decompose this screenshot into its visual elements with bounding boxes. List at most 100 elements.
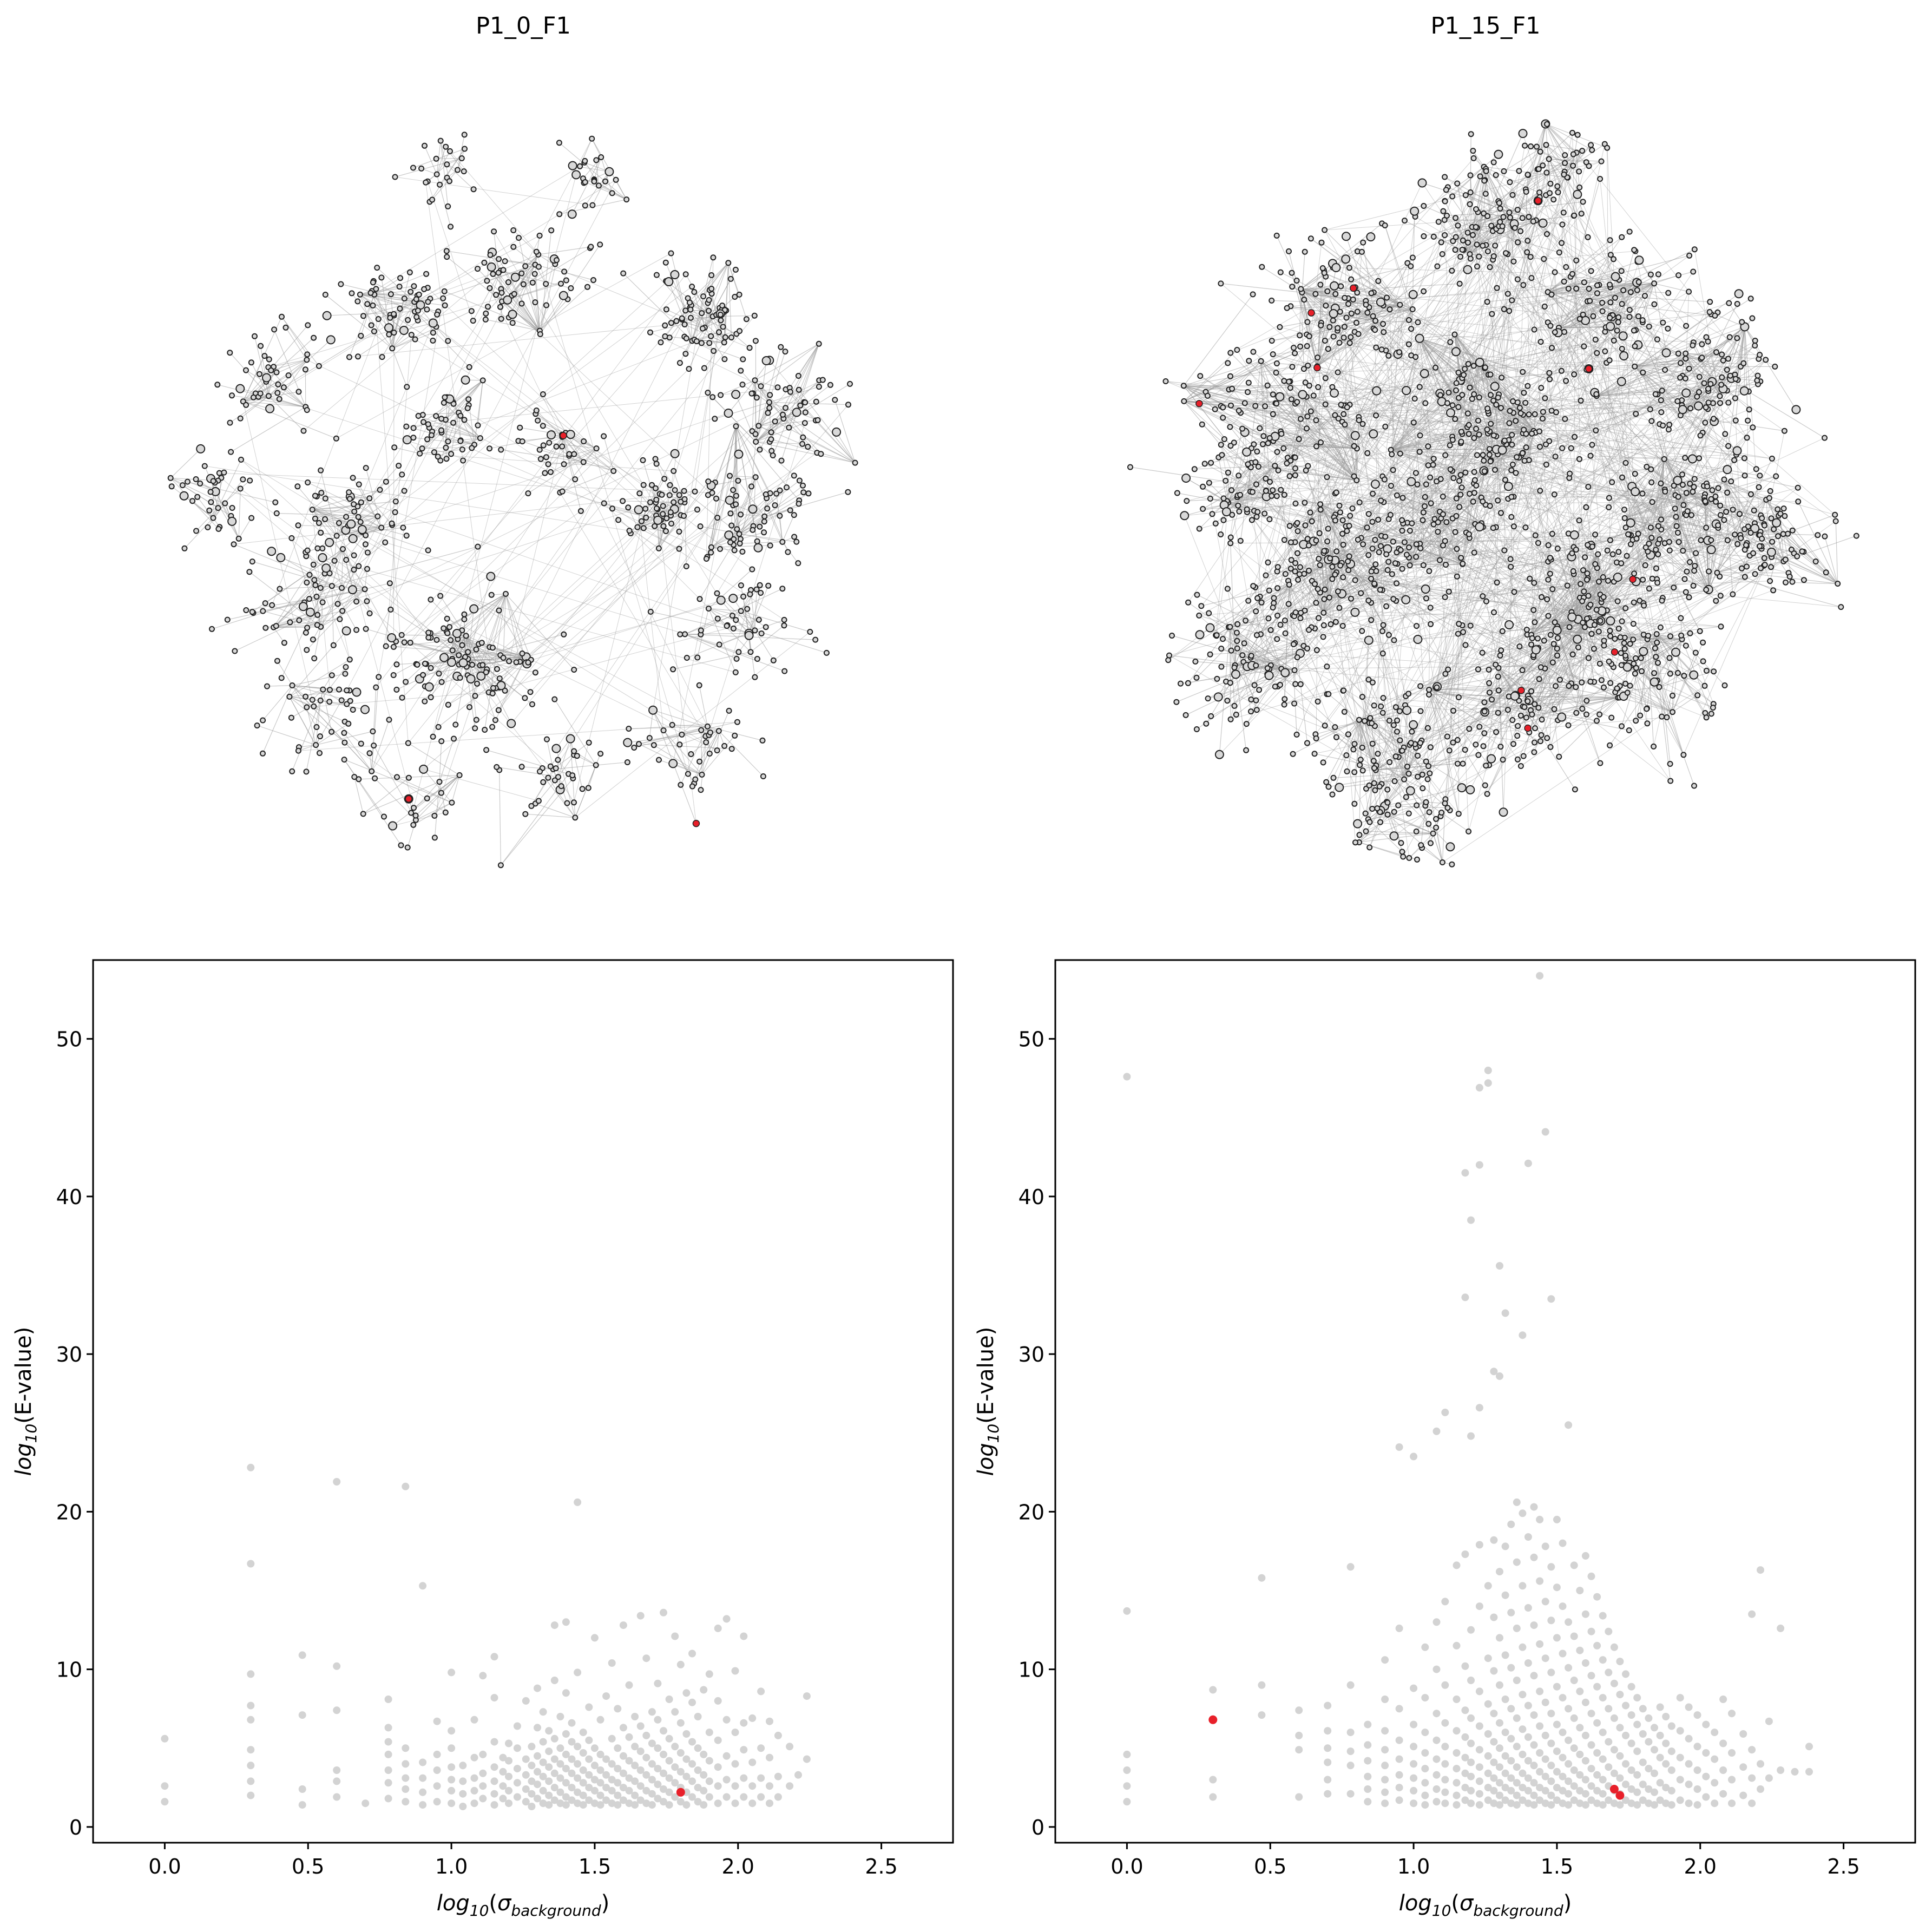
network-edge bbox=[1595, 534, 1600, 582]
network-edge bbox=[1389, 309, 1397, 553]
network-edge bbox=[1678, 497, 1684, 551]
network-edge bbox=[1419, 338, 1474, 366]
network-node bbox=[698, 627, 704, 634]
network-edge bbox=[592, 171, 610, 206]
network-edge bbox=[1324, 217, 1510, 231]
network-edge bbox=[1357, 477, 1430, 540]
network-node bbox=[313, 594, 320, 600]
network-node bbox=[397, 305, 403, 312]
network-edge bbox=[1307, 365, 1351, 599]
network-node bbox=[682, 271, 689, 278]
network-edge bbox=[1266, 476, 1290, 497]
network-edge bbox=[1568, 697, 1619, 726]
network-edge bbox=[1547, 276, 1616, 293]
network-edge bbox=[1295, 403, 1357, 449]
network-node bbox=[433, 413, 439, 419]
network-edge bbox=[1479, 309, 1504, 363]
network-edge bbox=[1334, 392, 1534, 431]
network-edge bbox=[1294, 349, 1622, 458]
network-node bbox=[792, 408, 801, 417]
network-edge bbox=[1458, 406, 1772, 459]
network-edge bbox=[1549, 159, 1587, 163]
network-node bbox=[407, 640, 413, 646]
network-edge bbox=[658, 515, 681, 549]
network-edge bbox=[1531, 514, 1685, 635]
network-edge bbox=[1294, 703, 1404, 780]
network-node bbox=[757, 582, 763, 588]
network-edge bbox=[1429, 351, 1606, 695]
network-edge bbox=[1724, 479, 1749, 527]
network-edge bbox=[1284, 380, 1357, 449]
network-edge bbox=[425, 182, 494, 688]
network-node bbox=[625, 504, 632, 511]
network-edge bbox=[704, 327, 725, 359]
network-node bbox=[781, 622, 787, 629]
network-edge bbox=[623, 273, 693, 341]
network-edge bbox=[1236, 670, 1295, 715]
network-node bbox=[322, 311, 332, 320]
network-node bbox=[548, 469, 554, 475]
network-edge bbox=[1484, 712, 1518, 760]
network-edge bbox=[1469, 227, 1473, 254]
network-node bbox=[568, 161, 577, 170]
network-edge bbox=[1590, 346, 1635, 682]
network-node bbox=[434, 311, 441, 318]
network-edge bbox=[243, 401, 306, 408]
network-edge bbox=[720, 380, 755, 396]
network-edge bbox=[1336, 572, 1449, 592]
network-edge bbox=[346, 180, 616, 691]
network-node bbox=[369, 768, 375, 774]
network-edge bbox=[266, 376, 306, 408]
network-edge bbox=[1344, 711, 1409, 774]
network-edge bbox=[1368, 819, 1403, 852]
network-node bbox=[273, 623, 279, 629]
network-edge bbox=[273, 610, 343, 628]
network-edge bbox=[1645, 459, 1665, 548]
network-edge bbox=[1440, 534, 1469, 561]
network-node bbox=[503, 295, 512, 305]
network-node bbox=[374, 265, 380, 271]
network-node bbox=[620, 270, 627, 277]
network-edge bbox=[1578, 287, 1611, 648]
network-edge bbox=[1394, 585, 1568, 781]
network-edge bbox=[1221, 455, 1562, 718]
network-edge bbox=[1543, 251, 1635, 259]
network-edge bbox=[1332, 304, 1400, 316]
network-edge bbox=[1184, 400, 1225, 439]
network-edge bbox=[1359, 545, 1549, 843]
network-edge bbox=[1292, 719, 1359, 754]
network-node bbox=[531, 271, 538, 277]
network-node bbox=[260, 717, 266, 724]
network-node bbox=[428, 596, 434, 603]
network-edge bbox=[1673, 485, 1695, 571]
network-node bbox=[347, 585, 357, 595]
network-edge bbox=[1278, 470, 1357, 481]
network-edge bbox=[1445, 548, 1558, 800]
network-edge bbox=[1537, 200, 1588, 238]
network-node bbox=[431, 449, 437, 456]
network-node bbox=[420, 672, 426, 678]
network-node bbox=[505, 279, 511, 285]
network-edge bbox=[671, 253, 686, 311]
network-node bbox=[497, 304, 503, 310]
network-edge bbox=[1685, 353, 1825, 438]
network-edge bbox=[1184, 366, 1293, 386]
network-node bbox=[518, 764, 525, 770]
network-edge bbox=[1634, 322, 1664, 367]
network-node bbox=[278, 675, 285, 681]
network-node bbox=[222, 500, 228, 507]
network-edge bbox=[1457, 353, 1598, 764]
network-edge bbox=[262, 610, 321, 627]
network-edge bbox=[1685, 353, 1727, 370]
network-node bbox=[586, 739, 592, 746]
network-node bbox=[350, 707, 356, 713]
network-edge bbox=[334, 536, 337, 561]
network-edge bbox=[1785, 559, 1838, 584]
network-edge bbox=[672, 724, 708, 727]
network-edge bbox=[1300, 288, 1304, 369]
network-edge bbox=[240, 396, 269, 419]
network-edge bbox=[1216, 432, 1245, 636]
network-node bbox=[543, 454, 549, 461]
network-edge bbox=[1419, 338, 1488, 409]
network-node bbox=[781, 616, 787, 623]
